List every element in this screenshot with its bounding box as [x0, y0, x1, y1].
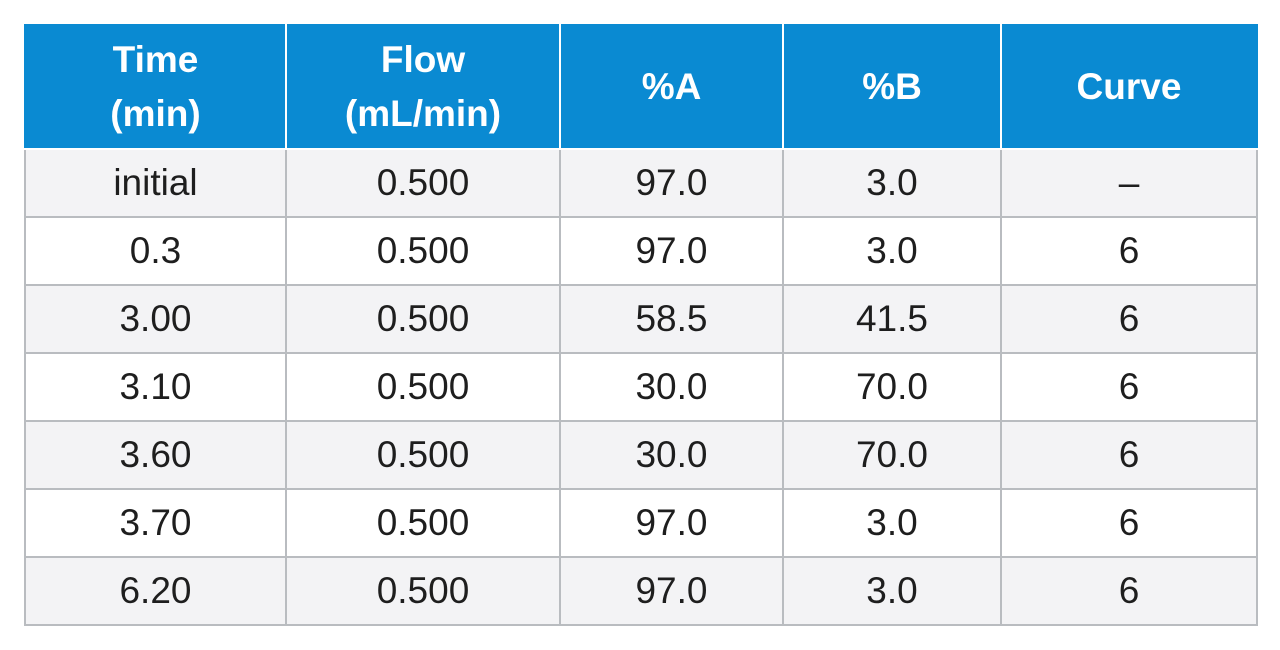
- cell-time: 3.70: [24, 488, 287, 558]
- table-body: initial 0.500 97.0 3.0 – 0.3 0.500 97.0 …: [24, 148, 1258, 626]
- header-time: Time (min): [24, 24, 287, 150]
- cell-flow: 0.500: [285, 556, 561, 626]
- cell-percent-a: 97.0: [559, 488, 784, 558]
- table-row: 6.20 0.500 97.0 3.0 6: [24, 556, 1258, 626]
- cell-percent-a: 30.0: [559, 420, 784, 490]
- cell-time: 3.10: [24, 352, 287, 422]
- cell-percent-b: 3.0: [782, 216, 1002, 286]
- header-curve: Curve: [1000, 24, 1258, 150]
- cell-time: 3.60: [24, 420, 287, 490]
- cell-percent-a: 58.5: [559, 284, 784, 354]
- cell-percent-b: 70.0: [782, 420, 1002, 490]
- cell-percent-a: 97.0: [559, 148, 784, 218]
- header-percent-a-label: %A: [641, 66, 702, 107]
- cell-flow: 0.500: [285, 148, 561, 218]
- cell-percent-b: 41.5: [782, 284, 1002, 354]
- cell-time: 6.20: [24, 556, 287, 626]
- gradient-table: Time (min) Flow (mL/min) %A %B Curve ini…: [24, 24, 1258, 626]
- table-row: 0.3 0.500 97.0 3.0 6: [24, 216, 1258, 286]
- cell-flow: 0.500: [285, 352, 561, 422]
- table-row: 3.10 0.500 30.0 70.0 6: [24, 352, 1258, 422]
- header-percent-b-label: %B: [862, 66, 922, 107]
- header-percent-a: %A: [559, 24, 784, 150]
- cell-curve: 6: [1000, 488, 1258, 558]
- cell-percent-a: 97.0: [559, 556, 784, 626]
- cell-percent-b: 3.0: [782, 488, 1002, 558]
- header-row: Time (min) Flow (mL/min) %A %B Curve: [24, 24, 1258, 150]
- cell-curve: 6: [1000, 284, 1258, 354]
- header-percent-b: %B: [782, 24, 1002, 150]
- cell-flow: 0.500: [285, 216, 561, 286]
- cell-percent-a: 97.0: [559, 216, 784, 286]
- cell-flow: 0.500: [285, 420, 561, 490]
- header-flow-line-2: (mL/min): [344, 93, 502, 134]
- cell-time: 3.00: [24, 284, 287, 354]
- cell-curve: 6: [1000, 352, 1258, 422]
- cell-curve: 6: [1000, 216, 1258, 286]
- header-flow-line-1: Flow: [380, 39, 466, 80]
- header-curve-label: Curve: [1076, 66, 1182, 107]
- header-flow: Flow (mL/min): [285, 24, 561, 150]
- table-row: initial 0.500 97.0 3.0 –: [24, 148, 1258, 218]
- cell-time: 0.3: [24, 216, 287, 286]
- cell-flow: 0.500: [285, 284, 561, 354]
- cell-curve: 6: [1000, 420, 1258, 490]
- cell-percent-a: 30.0: [559, 352, 784, 422]
- header-time-line-1: Time: [112, 39, 199, 80]
- cell-percent-b: 3.0: [782, 556, 1002, 626]
- table-row: 3.00 0.500 58.5 41.5 6: [24, 284, 1258, 354]
- cell-curve: –: [1000, 148, 1258, 218]
- table-header: Time (min) Flow (mL/min) %A %B Curve: [24, 24, 1258, 150]
- cell-percent-b: 3.0: [782, 148, 1002, 218]
- table-row: 3.70 0.500 97.0 3.0 6: [24, 488, 1258, 558]
- table-row: 3.60 0.500 30.0 70.0 6: [24, 420, 1258, 490]
- cell-curve: 6: [1000, 556, 1258, 626]
- header-time-line-2: (min): [110, 93, 201, 134]
- cell-flow: 0.500: [285, 488, 561, 558]
- cell-time: initial: [24, 148, 287, 218]
- cell-percent-b: 70.0: [782, 352, 1002, 422]
